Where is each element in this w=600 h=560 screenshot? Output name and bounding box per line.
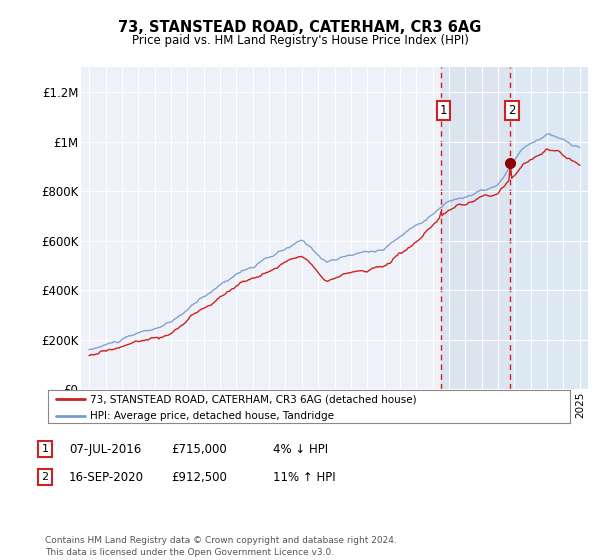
Text: 11% ↑ HPI: 11% ↑ HPI bbox=[273, 470, 335, 484]
Text: 2: 2 bbox=[41, 472, 49, 482]
Text: £912,500: £912,500 bbox=[171, 470, 227, 484]
Text: HPI: Average price, detached house, Tandridge: HPI: Average price, detached house, Tand… bbox=[90, 410, 334, 421]
Text: 07-JUL-2016: 07-JUL-2016 bbox=[69, 442, 141, 456]
Text: 73, STANSTEAD ROAD, CATERHAM, CR3 6AG: 73, STANSTEAD ROAD, CATERHAM, CR3 6AG bbox=[118, 20, 482, 35]
Text: 4% ↓ HPI: 4% ↓ HPI bbox=[273, 442, 328, 456]
Bar bbox=[441, 67, 588, 389]
Text: £715,000: £715,000 bbox=[171, 442, 227, 456]
Text: 16-SEP-2020: 16-SEP-2020 bbox=[69, 470, 144, 484]
Text: 1: 1 bbox=[41, 444, 49, 454]
Text: Price paid vs. HM Land Registry's House Price Index (HPI): Price paid vs. HM Land Registry's House … bbox=[131, 34, 469, 46]
Text: 2: 2 bbox=[508, 104, 516, 117]
Text: 73, STANSTEAD ROAD, CATERHAM, CR3 6AG (detached house): 73, STANSTEAD ROAD, CATERHAM, CR3 6AG (d… bbox=[90, 394, 416, 404]
Bar bbox=[509, 67, 588, 389]
Text: 1: 1 bbox=[440, 104, 448, 117]
Text: Contains HM Land Registry data © Crown copyright and database right 2024.
This d: Contains HM Land Registry data © Crown c… bbox=[45, 536, 397, 557]
